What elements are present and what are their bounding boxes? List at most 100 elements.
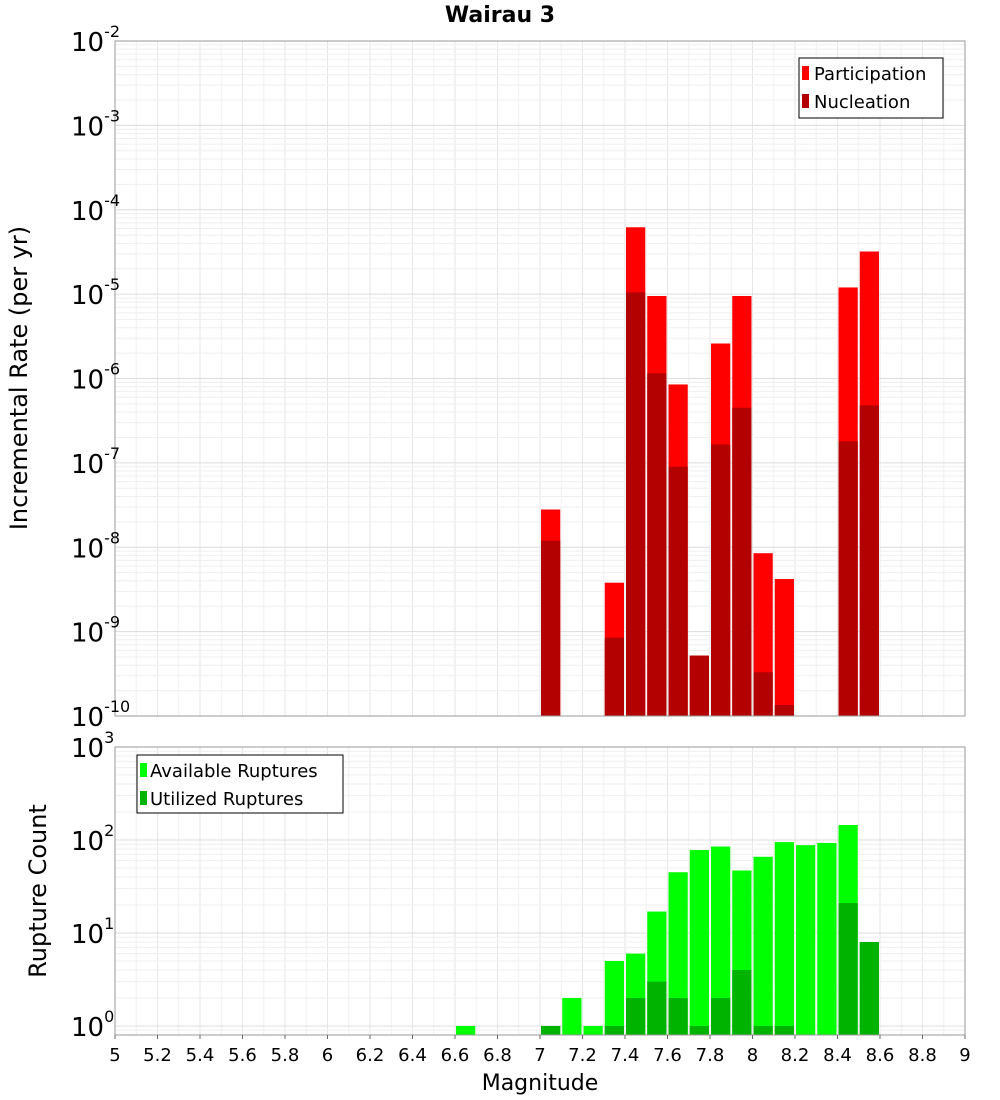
utilized-ruptures-bar	[774, 1025, 794, 1035]
top-bars	[541, 227, 879, 716]
legend-box	[798, 57, 944, 119]
available-ruptures-bar	[668, 872, 688, 1035]
available-ruptures-bar	[604, 960, 624, 1035]
tick-exponent: -8	[104, 528, 120, 547]
nucleation-bar	[753, 672, 773, 716]
bottom-y-tick-label: 103	[71, 728, 114, 764]
legend-swatch-participation	[802, 66, 809, 80]
tick-exponent: 0	[104, 1007, 114, 1026]
tick-base: 10	[71, 734, 104, 764]
top-y-tick-label: 10-6	[71, 360, 120, 396]
tick-base: 10	[71, 1013, 104, 1043]
tick-base: 10	[71, 703, 104, 733]
tick-exponent: -4	[104, 191, 120, 210]
bottom-y-tick-label: 100	[71, 1007, 114, 1043]
bottom-y-axis-title: Rupture Count	[24, 804, 52, 978]
tick-exponent: -9	[104, 613, 120, 632]
x-tick-label: 7.4	[611, 1045, 640, 1066]
nucleation-bar	[711, 444, 731, 716]
legend-box	[136, 754, 344, 814]
x-tick-label: 7.6	[653, 1045, 682, 1066]
chart-title: Wairau 3	[445, 3, 555, 28]
utilized-ruptures-bar	[753, 1025, 773, 1035]
x-axis-ticks: 5 5.2 5.4 5.6 5.8 6 6.2 6.4 6.6 6.8 7 7.2 7.4 7.6 7.8 8…	[109, 1035, 971, 1066]
nucleation-bar	[626, 292, 646, 716]
tick-exponent: -6	[104, 360, 120, 379]
top-plot-frame	[114, 40, 966, 717]
x-tick-label: 8.2	[781, 1045, 810, 1066]
x-tick-label: 7.8	[696, 1045, 725, 1066]
available-ruptures-bar	[562, 997, 582, 1035]
tick-exponent: 3	[104, 728, 114, 747]
top-y-tick-label: 10-7	[71, 444, 120, 480]
x-tick-label: 6.8	[483, 1045, 512, 1066]
available-ruptures-bar	[817, 842, 837, 1035]
available-ruptures-bar	[753, 856, 773, 1035]
nucleation-bar	[647, 373, 667, 716]
tick-base: 10	[71, 197, 104, 227]
available-ruptures-bar	[711, 846, 731, 1035]
x-tick-label: 6	[322, 1045, 333, 1066]
tick-exponent: -7	[104, 444, 120, 463]
legend-label-utilized: Utilized Ruptures	[150, 789, 303, 810]
x-tick-label: 6.6	[441, 1045, 470, 1066]
tick-base: 10	[71, 534, 104, 564]
x-tick-label: 7.2	[568, 1045, 597, 1066]
top-y-tick-label: 10-8	[71, 528, 120, 564]
nucleation-bar	[604, 637, 624, 716]
tick-base: 10	[71, 619, 104, 649]
x-tick-label: 8.4	[823, 1045, 852, 1066]
nucleation-bar	[541, 540, 561, 716]
x-tick-label: 8.8	[908, 1045, 937, 1066]
tick-exponent: -2	[104, 22, 120, 41]
bottom-y-tick-label: 102	[71, 821, 114, 857]
utilized-ruptures-bar	[604, 1025, 624, 1035]
top-y-tick-label: 10-10	[71, 697, 130, 733]
x-tick-label: 7	[534, 1045, 545, 1066]
top-y-tick-label: 10-3	[71, 106, 120, 142]
x-tick-label: 8.6	[866, 1045, 895, 1066]
top-y-axis-ticks: 10-210-310-410-510-610-710-810-910-10	[71, 22, 130, 733]
x-tick-label: 5.2	[143, 1045, 172, 1066]
bottom-y-tick-label: 101	[71, 914, 114, 950]
x-tick-label: 8	[747, 1045, 758, 1066]
tick-base: 10	[71, 366, 104, 396]
x-tick-label: 5.4	[186, 1045, 215, 1066]
utilized-ruptures-bar	[668, 997, 688, 1035]
bottom-bars	[456, 824, 879, 1035]
available-ruptures-bar	[774, 842, 794, 1035]
participation-bar	[774, 579, 794, 716]
top-y-tick-label: 10-4	[71, 191, 120, 227]
legend-label-nucleation: Nucleation	[814, 92, 910, 113]
legend-label-participation: Participation	[814, 64, 926, 85]
utilized-ruptures-bar	[859, 942, 879, 1035]
top-y-tick-label: 10-5	[71, 275, 120, 311]
x-axis-title: Magnitude	[482, 1071, 599, 1096]
tick-exponent: -5	[104, 275, 120, 294]
nucleation-bar	[668, 466, 688, 716]
nucleation-bar	[689, 655, 709, 716]
utilized-ruptures-bar	[689, 1025, 709, 1035]
top-y-tick-label: 10-2	[71, 22, 120, 58]
legend-label-available: Available Ruptures	[150, 761, 318, 782]
tick-base: 10	[71, 28, 104, 58]
nucleation-bar	[859, 405, 879, 716]
legend-swatch-utilized	[140, 791, 147, 805]
tick-base: 10	[71, 827, 104, 857]
utilized-ruptures-bar	[732, 969, 752, 1035]
top-legend: Participation Nucleation	[798, 57, 944, 119]
tick-exponent: 2	[104, 821, 114, 840]
tick-base: 10	[71, 920, 104, 950]
tick-exponent: -3	[104, 106, 120, 125]
tick-base: 10	[71, 450, 104, 480]
tick-exponent: 1	[104, 914, 114, 933]
x-tick-label: 5.8	[271, 1045, 300, 1066]
bottom-legend: Available Ruptures Utilized Ruptures	[136, 754, 344, 814]
utilized-ruptures-bar	[541, 1025, 561, 1035]
tick-exponent: -10	[104, 697, 130, 716]
available-ruptures-bar	[796, 845, 816, 1035]
nucleation-bar	[732, 407, 752, 716]
top-y-tick-label: 10-9	[71, 613, 120, 649]
